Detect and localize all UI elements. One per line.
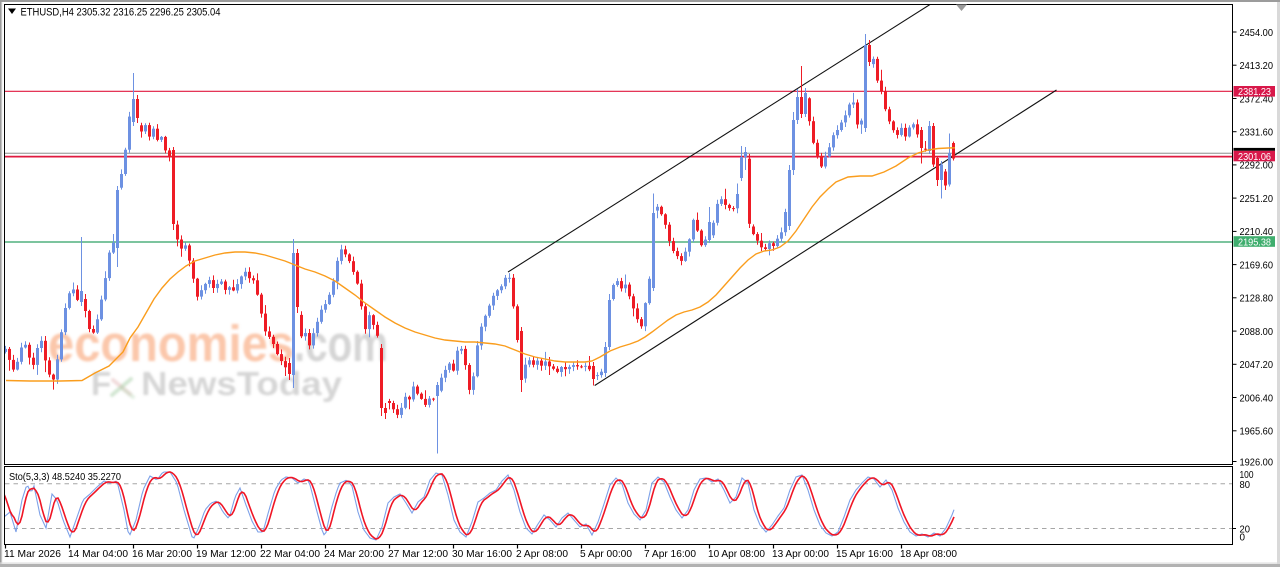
svg-text:11 Mar 2026: 11 Mar 2026 <box>4 548 61 560</box>
svg-text:1965.60: 1965.60 <box>1240 426 1274 438</box>
svg-text:ETHUSD,H4 2305.32 2316.25 229: ETHUSD,H4 2305.32 2316.25 2296.25 2305.0… <box>21 7 221 19</box>
svg-text:10 Apr 08:00: 10 Apr 08:00 <box>708 548 765 560</box>
svg-text:19 Mar 12:00: 19 Mar 12:00 <box>196 548 256 560</box>
svg-text:2331.60: 2331.60 <box>1240 127 1274 139</box>
svg-text:27 Mar 12:00: 27 Mar 12:00 <box>388 548 448 560</box>
svg-text:30 Mar 16:00: 30 Mar 16:00 <box>452 548 512 560</box>
svg-text:2292.00: 2292.00 <box>1240 160 1274 172</box>
svg-text:13 Apr 00:00: 13 Apr 00:00 <box>772 548 829 560</box>
svg-text:0: 0 <box>1240 531 1246 543</box>
svg-text:2210.40: 2210.40 <box>1240 226 1274 238</box>
svg-text:2454.00: 2454.00 <box>1240 27 1274 39</box>
svg-text:15 Apr 16:00: 15 Apr 16:00 <box>836 548 893 560</box>
svg-text:16 Mar 20:00: 16 Mar 20:00 <box>132 548 192 560</box>
svg-text:5 Apr 00:00: 5 Apr 00:00 <box>580 548 632 560</box>
svg-text:1926.00: 1926.00 <box>1240 456 1274 468</box>
svg-text:NewsToday: NewsToday <box>141 365 343 402</box>
svg-text:2 Apr 08:00: 2 Apr 08:00 <box>516 548 568 560</box>
svg-text:20: 20 <box>1240 523 1251 535</box>
svg-text:18 Apr 08:00: 18 Apr 08:00 <box>900 548 957 560</box>
svg-text:Sto(5,3,3) 48.5240 35.2270: Sto(5,3,3) 48.5240 35.2270 <box>9 471 121 483</box>
svg-text:2169.60: 2169.60 <box>1240 259 1274 271</box>
svg-text:2047.20: 2047.20 <box>1240 359 1274 371</box>
svg-text:2413.20: 2413.20 <box>1240 60 1274 72</box>
svg-text:F: F <box>91 365 111 402</box>
svg-text:22 Mar 04:00: 22 Mar 04:00 <box>260 548 320 560</box>
svg-text:24 Mar 20:00: 24 Mar 20:00 <box>324 548 384 560</box>
svg-text:80: 80 <box>1240 479 1251 491</box>
svg-text:100: 100 <box>1240 469 1254 481</box>
svg-text:2128.80: 2128.80 <box>1240 293 1274 305</box>
svg-text:2006.40: 2006.40 <box>1240 392 1274 404</box>
svg-text:2088.00: 2088.00 <box>1240 326 1274 338</box>
svg-text:2381.23: 2381.23 <box>1238 86 1271 98</box>
svg-text:7 Apr 16:00: 7 Apr 16:00 <box>644 548 696 560</box>
svg-text:2301.06: 2301.06 <box>1238 151 1271 163</box>
svg-text:2251.20: 2251.20 <box>1240 193 1274 205</box>
svg-text:14 Mar 04:00: 14 Mar 04:00 <box>68 548 128 560</box>
svg-text:2195.38: 2195.38 <box>1238 236 1271 248</box>
